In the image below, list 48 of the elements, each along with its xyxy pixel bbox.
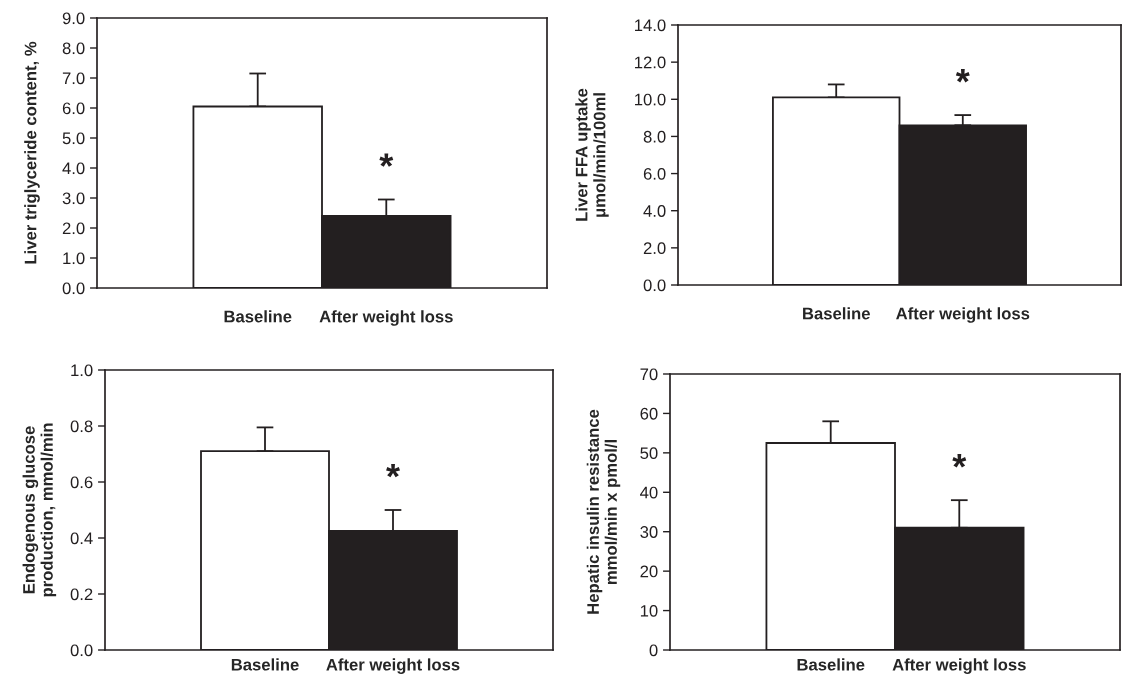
y-tick-label: 0 xyxy=(649,644,658,657)
y-tick-label: 0.8 xyxy=(70,420,93,433)
y-tick-label: 40 xyxy=(640,486,658,499)
y-tick-label: 60 xyxy=(640,407,658,420)
y-axis-title: Liver FFA uptake μmol/min/100ml xyxy=(575,88,609,221)
y-axis-title: Hepatic insulin resistance mmol/min x pmol/l xyxy=(586,409,621,614)
x-tick-label: After weight loss xyxy=(319,310,453,326)
y-tick-label: 5.0 xyxy=(62,132,85,145)
y-tick-label: 0.0 xyxy=(70,644,93,657)
x-tick-label: Baseline xyxy=(797,658,865,671)
annotation: * xyxy=(952,454,967,468)
y-tick-label: 14.0 xyxy=(635,19,666,32)
y-tick-label: 8.0 xyxy=(643,130,666,143)
y-tick-label: 0.6 xyxy=(70,476,93,489)
y-tick-label: 8.0 xyxy=(62,42,85,55)
y-tick-label: 7.0 xyxy=(62,72,85,85)
y-tick-label: 0.0 xyxy=(643,279,666,292)
y-tick-label: 70 xyxy=(640,368,658,381)
x-tick-label: Baseline xyxy=(803,307,870,320)
y-tick-label: 6.0 xyxy=(643,167,666,180)
y-tick-label: 2.0 xyxy=(643,242,666,255)
y-tick-label: 1.0 xyxy=(63,252,85,265)
y-tick-label: 1.0 xyxy=(71,364,93,377)
annotation: * xyxy=(386,463,400,478)
y-tick-label: 12.0 xyxy=(635,56,666,69)
y-tick-label: 6.0 xyxy=(62,102,85,115)
y-tick-label: 4.0 xyxy=(62,162,85,175)
x-tick-label: After weight loss xyxy=(326,658,460,674)
x-tick-label: Baseline xyxy=(224,310,292,323)
y-tick-label: 0.2 xyxy=(70,588,93,601)
y-tick-label: 9.0 xyxy=(62,12,85,25)
y-tick-label: 0.0 xyxy=(62,282,85,295)
y-tick-label: 0.4 xyxy=(70,532,93,545)
x-tick-label: After weight loss xyxy=(896,307,1030,323)
y-tick-label: 20 xyxy=(640,565,658,578)
y-tick-label: 4.0 xyxy=(643,205,666,217)
y-tick-label: 10 xyxy=(640,604,658,617)
x-tick-label: After weight loss xyxy=(892,658,1026,674)
annotation: * xyxy=(379,153,394,167)
y-tick-label: 30 xyxy=(640,526,658,538)
y-axis-title: Endogenous glucose production, mmol/min xyxy=(22,423,57,597)
x-tick-label: Baseline xyxy=(231,658,299,671)
y-tick-label: 50 xyxy=(640,447,658,460)
y-axis-title: Liver triglyceride content, % xyxy=(24,41,40,264)
annotation: * xyxy=(955,69,970,83)
y-tick-label: 2.0 xyxy=(62,222,85,235)
y-tick-label: 10.0 xyxy=(635,93,666,106)
y-tick-label: 3.0 xyxy=(62,192,85,205)
